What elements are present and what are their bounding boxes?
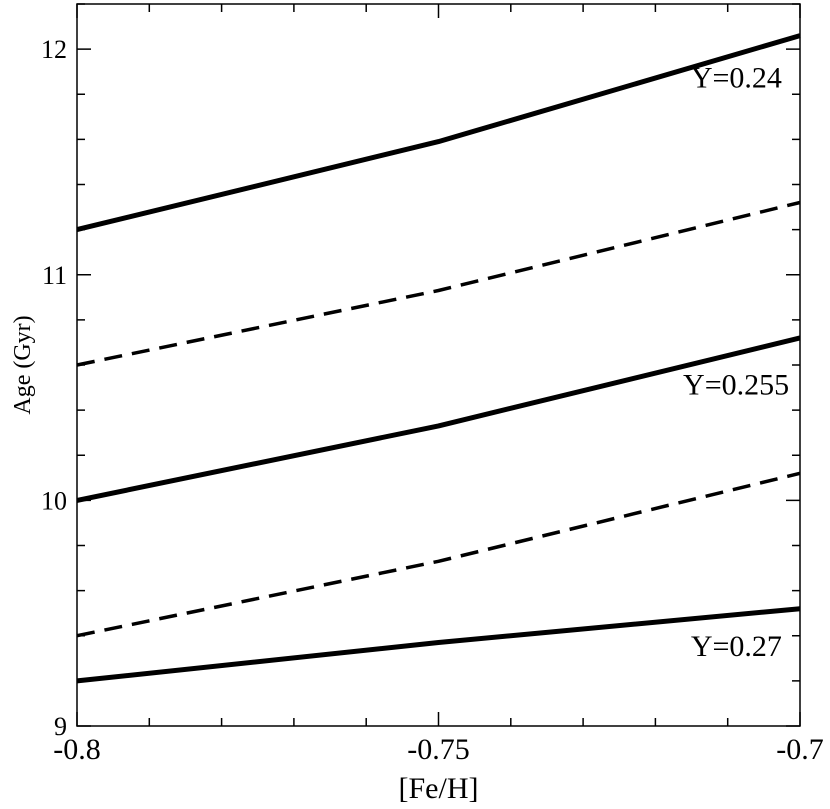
- y-tick-label: 10: [41, 486, 67, 515]
- y-axis-label: Age (Gyr): [10, 315, 36, 414]
- series-annotation-label: Y=0.24: [691, 61, 782, 94]
- solid-series-line: [76, 606, 801, 684]
- x-axis-label: [Fe/H]: [399, 772, 479, 804]
- plot-frame: [76, 3, 801, 727]
- dashed-series-line: [76, 200, 801, 367]
- series-annotation-label: Y=0.27: [691, 630, 782, 663]
- y-tick-label: 11: [42, 261, 67, 290]
- y-tick-label: 12: [41, 35, 67, 64]
- x-tick-label: -0.7: [776, 733, 824, 766]
- x-tick-label: -0.75: [407, 733, 470, 766]
- dashed-series-line: [76, 471, 801, 638]
- solid-series-line: [76, 33, 801, 233]
- solid-series-line: [76, 335, 801, 503]
- y-tick-label: 9: [54, 712, 67, 741]
- series-annotation-label: Y=0.255: [683, 368, 789, 401]
- x-tick-label: -0.8: [53, 733, 101, 766]
